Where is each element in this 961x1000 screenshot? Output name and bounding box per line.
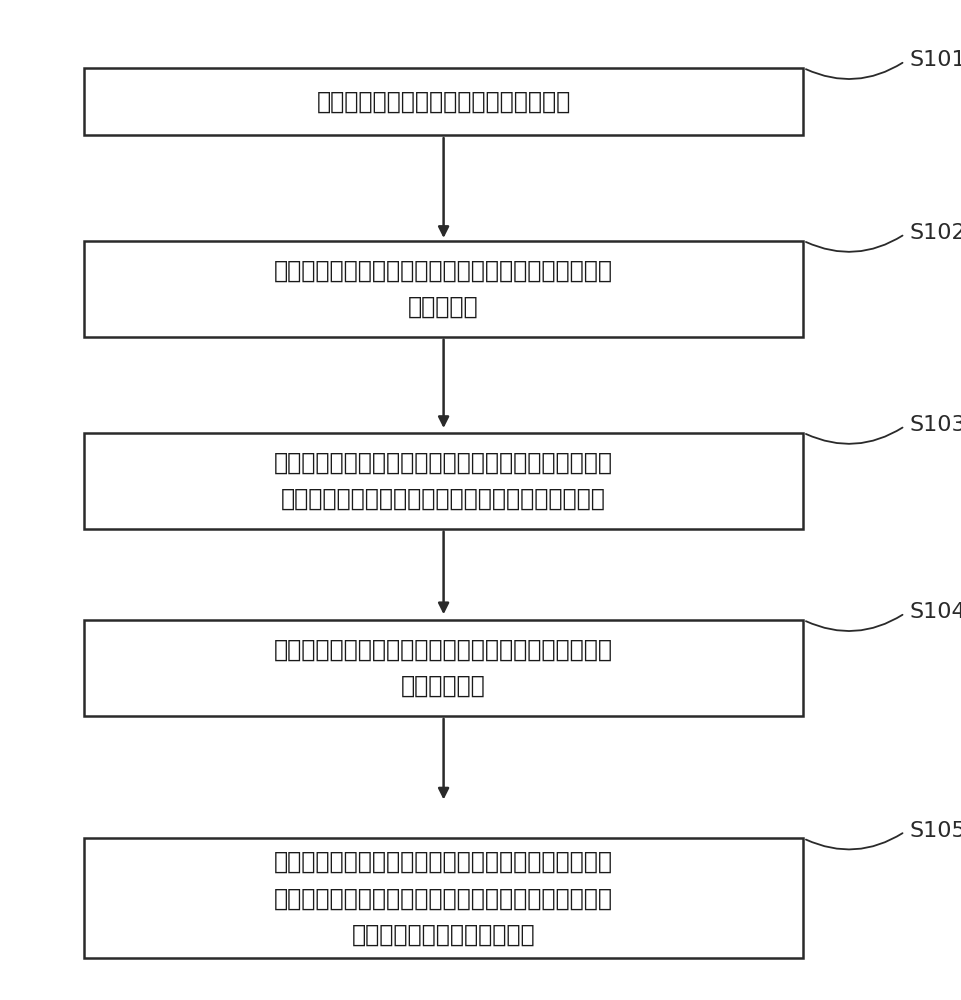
Text: S101: S101 [909,50,961,70]
Bar [84,620,803,716]
Bar [84,68,803,135]
Text: 以所述室内的墙壁为所述水平面的边界，计算所述水平
面的面积；: 以所述室内的墙壁为所述水平面的边界，计算所述水平 面的面积； [274,259,613,319]
Text: 获取所述水平面的地图；基于所述地图，判断所述室内
空气检测采样点是否可用，若是，则根据所述室内空气
检测采样点进行室内空气检测: 获取所述水平面的地图；基于所述地图，判断所述室内 空气检测采样点是否可用，若是，… [274,850,613,947]
Text: 获取距离室内地面的预置高度的水平面；: 获取距离室内地面的预置高度的水平面； [316,90,571,114]
Text: S105: S105 [909,821,961,841]
Bar [84,433,803,529]
Text: 根据所述面积，基于所述面积与检测采样点数量的预置
对应关系，获取所述面积的对应的检测采样点数量；: 根据所述面积，基于所述面积与检测采样点数量的预置 对应关系，获取所述面积的对应的… [274,451,613,511]
Text: S103: S103 [909,415,961,435]
Bar [84,241,803,337]
Text: S102: S102 [909,223,961,243]
Text: 基于预置采样点图案，输出检测采样点数量个室内空气
检测采样点。: 基于预置采样点图案，输出检测采样点数量个室内空气 检测采样点。 [274,638,613,698]
Text: S104: S104 [909,602,961,622]
Bar [84,838,803,958]
